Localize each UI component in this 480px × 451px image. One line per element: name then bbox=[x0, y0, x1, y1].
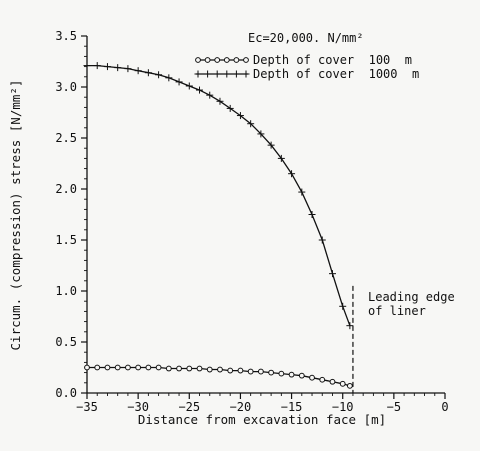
y-tick-label: 3.0 bbox=[55, 80, 77, 94]
data-point-1 bbox=[267, 141, 275, 149]
x-tick-label: −25 bbox=[178, 400, 200, 414]
data-point-0 bbox=[247, 368, 254, 375]
legend-marker bbox=[204, 70, 212, 78]
y-tick-label: 0.0 bbox=[55, 386, 77, 400]
plot-area: −35 −30 −25 −20 −15 −10 −5 0 0.0 0.5 1.0 1.5 2.0 2.5 3… bbox=[55, 29, 448, 414]
y-tick-label: 2.5 bbox=[55, 131, 77, 145]
legend-marker bbox=[243, 57, 249, 63]
y-axis-title: Circum. (compression) stress [N/mm²] bbox=[8, 80, 23, 351]
data-point-1 bbox=[339, 302, 347, 310]
data-point-1 bbox=[236, 112, 244, 120]
data-point-0 bbox=[84, 364, 90, 371]
y-tick-label: 3.5 bbox=[55, 29, 77, 43]
data-point-1 bbox=[185, 82, 193, 90]
data-point-1 bbox=[83, 62, 91, 70]
legend-marker bbox=[195, 57, 201, 63]
y-tick-label: 1.0 bbox=[55, 284, 77, 298]
data-point-1 bbox=[226, 104, 234, 112]
data-point-1 bbox=[308, 211, 316, 218]
data-point-1 bbox=[93, 62, 101, 70]
leading-edge-label-line1: Leading edge bbox=[368, 290, 455, 304]
data-point-0 bbox=[125, 364, 131, 371]
data-point-0 bbox=[206, 366, 213, 373]
data-point-0 bbox=[339, 380, 346, 387]
x-tick-label: −5 bbox=[387, 400, 401, 414]
data-point-0 bbox=[309, 374, 315, 381]
legend-marker bbox=[232, 70, 240, 78]
data-point-1 bbox=[346, 322, 354, 330]
data-point-0 bbox=[257, 368, 264, 375]
legend-label-100m: Depth of cover 100 m bbox=[253, 53, 412, 67]
legend-marker bbox=[204, 57, 211, 63]
legend: Ec=20,000. N/mm² Depth of cover 100 m De… bbox=[194, 31, 419, 81]
data-point-1 bbox=[124, 65, 132, 73]
x-tick-label: 0 bbox=[441, 400, 448, 414]
data-point-0 bbox=[155, 364, 162, 371]
x-tick-label: −20 bbox=[230, 400, 252, 414]
data-point-1 bbox=[298, 188, 306, 196]
x-tick-label: −15 bbox=[281, 400, 303, 414]
x-tick-label: −10 bbox=[332, 400, 354, 414]
legend-symbol-1000m bbox=[194, 70, 250, 78]
legend-marker bbox=[213, 70, 221, 78]
data-point-1 bbox=[103, 63, 111, 71]
data-point-0 bbox=[278, 370, 285, 377]
data-point-0 bbox=[346, 382, 353, 389]
data-point-1 bbox=[288, 170, 296, 178]
legend-marker bbox=[214, 57, 221, 63]
x-tick-label: −30 bbox=[127, 400, 149, 414]
data-point-0 bbox=[104, 364, 111, 371]
legend-marker bbox=[194, 70, 202, 78]
y-tick-label: 2.0 bbox=[55, 182, 77, 196]
data-point-1 bbox=[206, 91, 214, 99]
legend-marker bbox=[223, 70, 231, 78]
data-point-1 bbox=[175, 78, 183, 86]
data-point-0 bbox=[176, 365, 182, 372]
legend-marker bbox=[233, 57, 240, 63]
x-tick-label: −35 bbox=[76, 400, 98, 414]
y-tick-label: 1.5 bbox=[55, 233, 77, 247]
data-point-0 bbox=[268, 369, 275, 376]
data-point-0 bbox=[94, 364, 101, 371]
leading-edge-annotation: Leading edge of liner bbox=[352, 285, 455, 393]
data-point-0 bbox=[227, 367, 234, 374]
data-point-1 bbox=[134, 67, 142, 75]
legend-header: Ec=20,000. N/mm² bbox=[248, 31, 364, 45]
data-point-0 bbox=[319, 376, 326, 383]
data-point-0 bbox=[114, 364, 121, 371]
data-point-1 bbox=[247, 120, 255, 128]
data-point-0 bbox=[135, 364, 142, 371]
series-line-1 bbox=[87, 64, 351, 326]
data-point-0 bbox=[217, 366, 223, 373]
data-point-1 bbox=[144, 69, 152, 77]
data-point-1 bbox=[318, 236, 326, 244]
data-point-1 bbox=[155, 71, 163, 79]
data-point-1 bbox=[114, 64, 122, 72]
data-point-1 bbox=[196, 86, 204, 94]
legend-symbol-100m bbox=[195, 57, 249, 63]
data-point-1 bbox=[165, 74, 173, 82]
data-point-0 bbox=[196, 365, 203, 372]
leading-edge-label-line2: of liner bbox=[368, 304, 426, 318]
data-point-1 bbox=[277, 154, 285, 162]
data-point-1 bbox=[328, 270, 336, 278]
x-axis-title: Distance from excavation face [m] bbox=[138, 412, 386, 427]
data-point-1 bbox=[257, 130, 265, 138]
data-point-0 bbox=[165, 365, 172, 372]
data-point-1 bbox=[216, 97, 224, 105]
data-point-0 bbox=[288, 371, 295, 378]
y-tick-label: 0.5 bbox=[55, 335, 77, 349]
data-point-0 bbox=[237, 367, 244, 374]
data-point-0 bbox=[186, 365, 193, 372]
data-point-0 bbox=[298, 372, 305, 379]
legend-marker bbox=[242, 70, 250, 78]
legend-label-1000m: Depth of cover 1000 m bbox=[253, 67, 419, 81]
data-point-0 bbox=[329, 378, 336, 385]
legend-marker bbox=[223, 57, 230, 63]
data-point-0 bbox=[145, 364, 152, 371]
